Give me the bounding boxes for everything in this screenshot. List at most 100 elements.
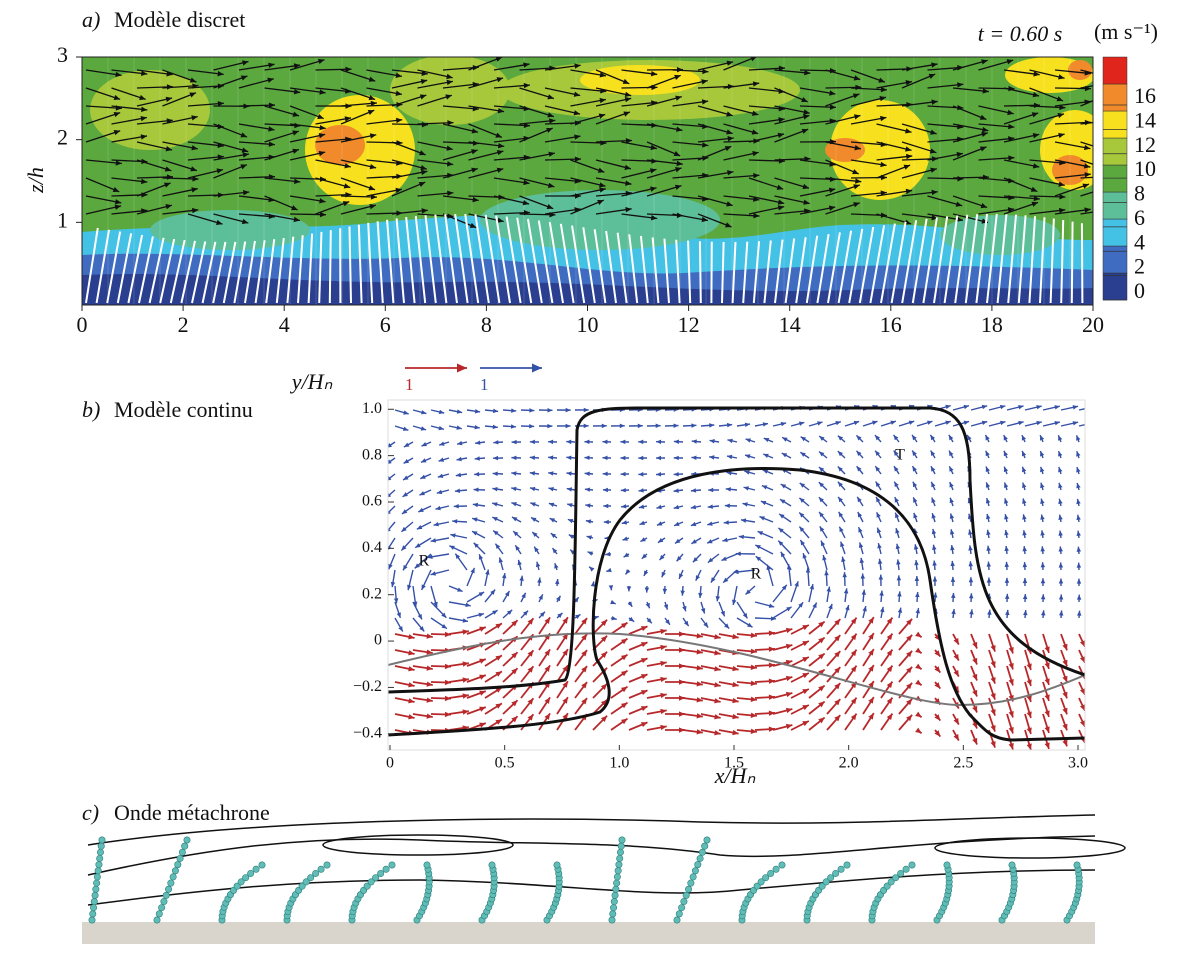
velocity-arrow-head [554, 563, 559, 569]
velocity-arrow-head [535, 561, 541, 568]
cilium-segment [559, 223, 575, 304]
velocity-arrow-head [778, 527, 784, 533]
velocity-arrow-head [905, 188, 913, 195]
velocity-arrow-head [395, 72, 402, 78]
velocity-arrow-head [914, 560, 919, 566]
velocity-arrow-head [603, 519, 609, 525]
velocity-arrow-head [726, 454, 733, 460]
velocity-arrow-head [745, 454, 751, 459]
velocity-arrow-head [752, 81, 760, 87]
velocity-arrow-head [620, 638, 628, 645]
cilium-bead [302, 878, 310, 886]
velocity-arrow-head [444, 679, 451, 686]
velocity-arrow-head [818, 497, 824, 503]
velocity-arrow [187, 102, 224, 107]
velocity-arrow [850, 176, 888, 179]
velocity-arrow [315, 87, 352, 93]
velocity-arrow-head [511, 439, 517, 445]
cilium-segment [742, 241, 749, 304]
cilium-bead [553, 861, 561, 869]
cilium-segment [593, 229, 607, 304]
field-blob [90, 70, 210, 150]
velocity-arrow-head [611, 615, 617, 621]
velocity-arrow-head [928, 73, 936, 79]
velocity-arrow-head [691, 539, 697, 544]
velocity-arrow-head [678, 647, 685, 653]
velocity-arrow-head [1084, 172, 1091, 178]
velocity-arrow-head [492, 424, 498, 430]
velocity-arrow-head [990, 693, 996, 700]
velocity-arrow-head [620, 622, 628, 629]
cilium-bead [902, 865, 910, 873]
x-axis-label: x/Hₙ [714, 763, 756, 788]
velocity-arrow-head [573, 110, 581, 116]
velocity-arrow-head [1005, 609, 1010, 616]
velocity-arrow-head [880, 606, 885, 613]
velocity-arrow-head [702, 142, 709, 148]
velocity-arrow-head [763, 453, 769, 458]
velocity-arrow-head [581, 618, 588, 625]
cilium-bead [682, 891, 690, 899]
velocity-arrow [391, 79, 428, 89]
field-blob [580, 65, 700, 95]
velocity-arrow [570, 141, 607, 144]
velocity-arrow-head [1044, 678, 1050, 685]
velocity-arrow-head [990, 709, 996, 716]
velocity-arrow-head [292, 130, 299, 136]
velocity-arrow-head [853, 420, 860, 426]
velocity-arrow-head [709, 439, 715, 444]
velocity-arrow-head [1058, 181, 1065, 187]
velocity-arrow-head [660, 724, 667, 731]
velocity-arrow-head [241, 218, 249, 225]
velocity-arrow-head [868, 697, 874, 704]
velocity-arrow-head [700, 608, 706, 614]
velocity-arrow-head [1008, 710, 1014, 718]
velocity-arrow-head [868, 617, 874, 624]
velocity-arrow-head [656, 504, 662, 510]
velocity-arrow-head [643, 570, 649, 576]
velocity-arrow-head [511, 455, 517, 461]
cilium-bead [818, 882, 826, 890]
velocity-arrow-head [934, 666, 941, 673]
velocity-arrow-head [1058, 546, 1064, 552]
velocity-arrow-head [1058, 435, 1063, 441]
velocity-arrow-head [750, 680, 757, 687]
velocity-arrow-head [1008, 155, 1015, 161]
velocity-arrow-head [751, 129, 759, 135]
velocity-arrow-head [1044, 710, 1050, 717]
velocity-arrow-head [646, 618, 652, 624]
velocity-arrow-head [620, 654, 628, 661]
velocity-arrow-head [478, 591, 485, 597]
cilium-segment [191, 241, 207, 304]
velocity-arrow-head [624, 91, 632, 98]
velocity-arrow-head [537, 577, 542, 583]
velocity-arrow [1003, 69, 1040, 76]
velocity-arrow-head [192, 176, 199, 182]
velocity-arrow-head [574, 156, 581, 162]
velocity-arrow-head [436, 489, 443, 495]
velocity-arrow [850, 141, 887, 146]
velocity-arrow-head [876, 496, 881, 503]
velocity-arrow-head [895, 528, 900, 534]
cilium-segment [1039, 217, 1046, 304]
velocity-arrow-head [1007, 109, 1014, 116]
velocity-arrow-head [605, 551, 611, 557]
cilium-segment [890, 221, 907, 304]
velocity-arrow-head [472, 196, 479, 203]
cilium-bead [247, 869, 255, 877]
velocity-arrow-head [696, 713, 703, 719]
velocity-arrow-head [319, 176, 326, 182]
velocity-arrow-head [474, 424, 480, 430]
velocity-arrow-head [420, 78, 428, 85]
cilium-bead [887, 878, 895, 886]
cilium-segment [901, 220, 918, 304]
velocity-arrow-head [985, 498, 991, 504]
velocity-arrow-head [1021, 450, 1027, 457]
velocity-arrow [1003, 104, 1041, 107]
velocity-arrow-head [819, 451, 825, 457]
velocity-arrow-head [549, 518, 556, 523]
velocity-arrow [697, 145, 732, 161]
velocity-arrow-head [548, 486, 554, 492]
field-blob [315, 125, 365, 165]
cilium-segment [731, 241, 737, 304]
